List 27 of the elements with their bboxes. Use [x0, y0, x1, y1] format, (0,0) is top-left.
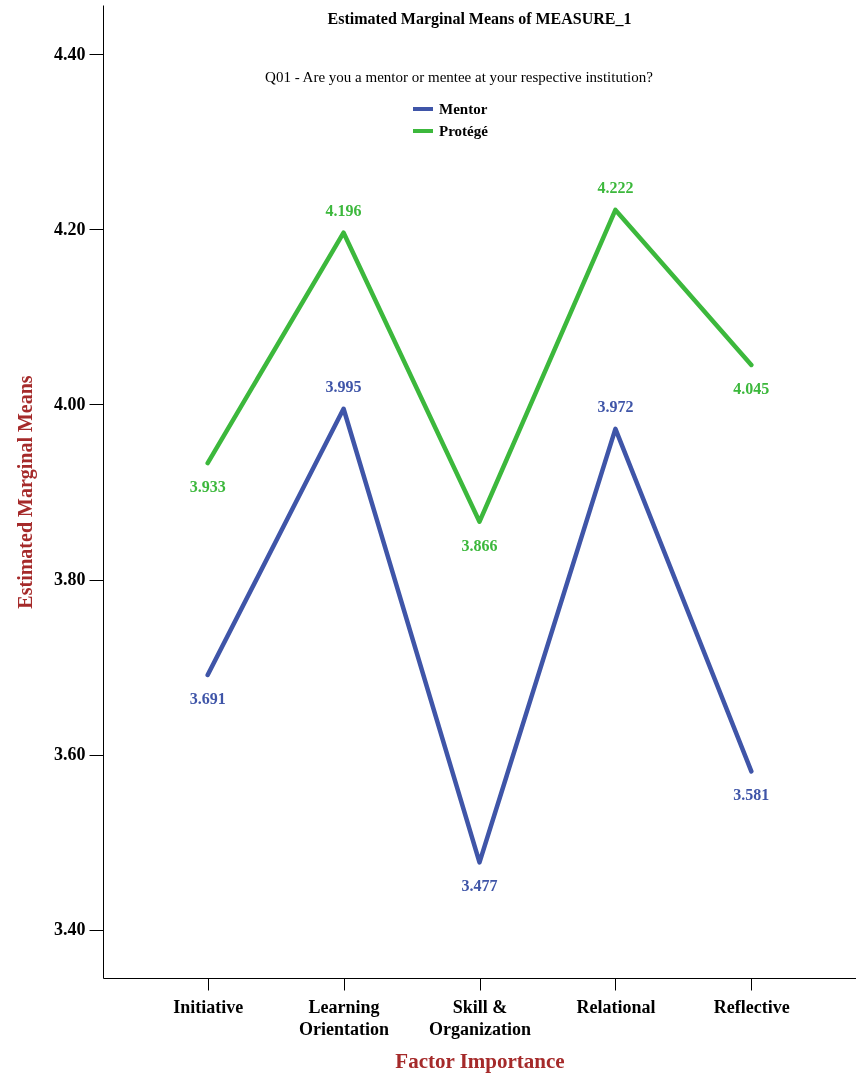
y-tick-label: 3.60 — [54, 744, 86, 765]
y-axis-title: Estimated Marginal Means — [14, 375, 37, 609]
data-label: 3.691 — [189, 689, 226, 707]
data-label: 3.477 — [461, 877, 498, 895]
data-label: 3.581 — [733, 786, 770, 804]
legend-label: Mentor — [439, 101, 488, 117]
data-label: 4.045 — [733, 379, 770, 397]
data-label: 3.866 — [461, 536, 498, 554]
y-tick-label: 4.40 — [54, 43, 86, 64]
y-tick-label: 3.80 — [54, 569, 86, 590]
legend-label: Protégé — [439, 123, 489, 139]
x-tick-label: Reflective — [713, 996, 790, 1017]
legend-title: Q01 - Are you a mentor or mentee at your respective institution? — [265, 69, 654, 85]
x-axis-title: Factor Importance — [395, 1048, 565, 1073]
data-label: 3.995 — [325, 377, 362, 395]
data-label: 3.933 — [189, 478, 226, 496]
y-tick-label: 4.00 — [54, 393, 86, 414]
x-tick-label: Learning Orientation — [299, 996, 390, 1039]
chart-title: Estimated Marginal Means of MEASURE_1 — [327, 10, 632, 28]
x-tick-label: Initiative — [173, 996, 244, 1017]
data-label: 4.196 — [325, 201, 362, 219]
data-label: 4.222 — [597, 178, 634, 196]
y-tick-label: 4.20 — [54, 218, 86, 239]
x-tick-label: Skill & Organization — [429, 996, 531, 1039]
y-tick-label: 3.40 — [54, 919, 86, 940]
data-label: 3.972 — [597, 397, 634, 415]
x-tick-label: Relational — [576, 996, 656, 1017]
